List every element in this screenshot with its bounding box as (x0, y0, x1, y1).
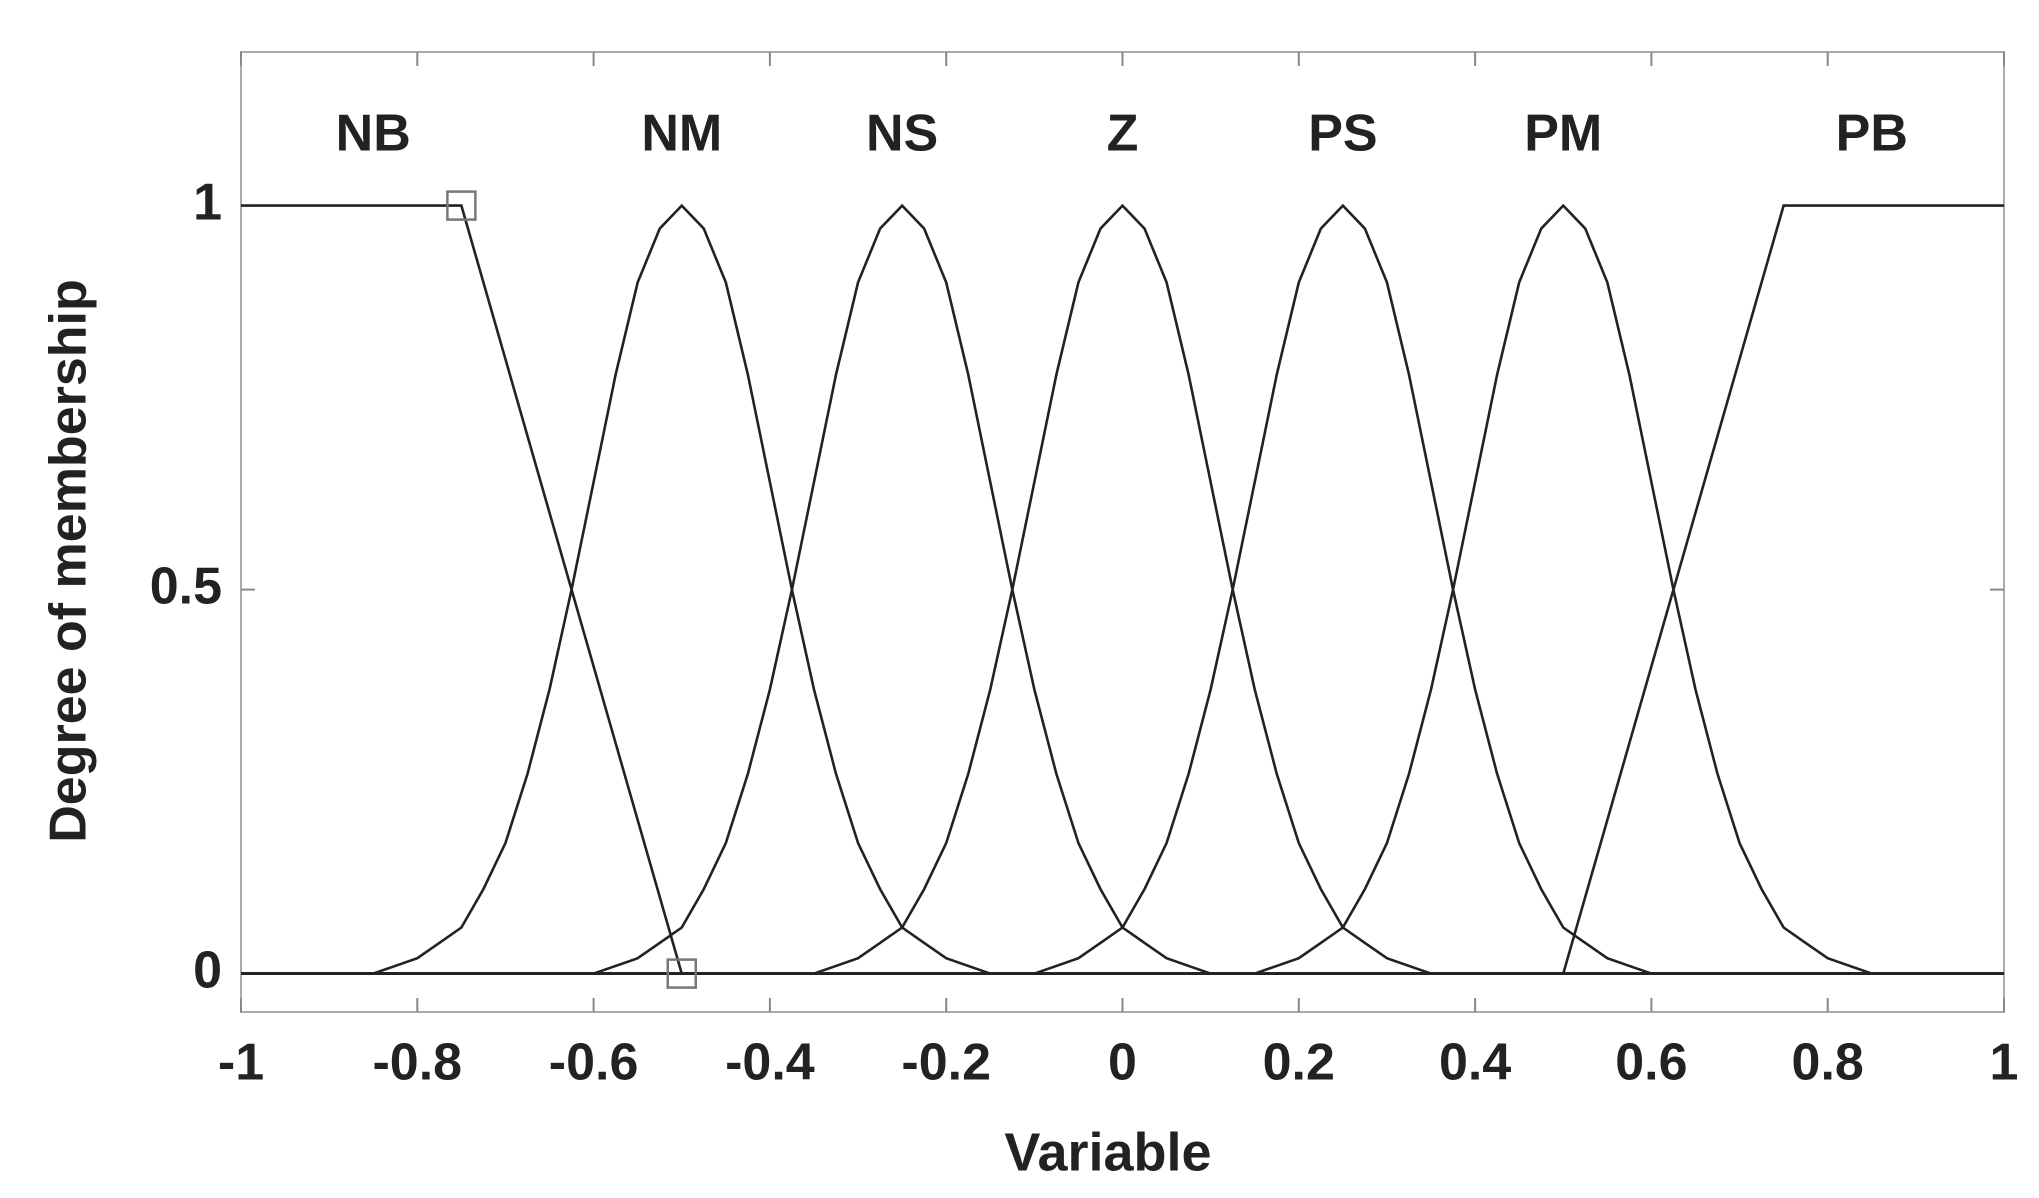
control-point (666, 958, 697, 989)
x-tick-label: 0.8 (1792, 1034, 1864, 1092)
x-tick-label: 0.4 (1439, 1034, 1511, 1092)
x-tick-label: -0.2 (901, 1034, 991, 1092)
membership-curve (241, 203, 2004, 975)
set-label: NB (336, 105, 411, 163)
x-tick-label: 0 (1108, 1034, 1137, 1092)
set-label: PM (1524, 105, 1602, 163)
x-tick-label: -0.6 (549, 1034, 639, 1092)
set-label: NM (641, 105, 722, 163)
y-axis-title: Degree of membership (40, 279, 98, 843)
set-label: PS (1308, 105, 1377, 163)
membership-curve (241, 204, 2004, 975)
membership-curve (241, 203, 2004, 975)
plot-frame (240, 51, 2005, 1013)
membership-curve (241, 203, 2004, 975)
membership-curve (241, 203, 2004, 975)
y-tick-label: 1 (193, 173, 222, 231)
set-label: NS (866, 105, 938, 163)
x-tick-label: -1 (218, 1034, 264, 1092)
x-tick-label: -0.4 (725, 1034, 815, 1092)
membership-curve (241, 204, 2004, 975)
y-tick-label: 0 (193, 941, 222, 999)
set-label: PB (1836, 105, 1908, 163)
x-axis-title: Variable (1004, 1122, 1211, 1182)
x-tick-label: 0.2 (1263, 1034, 1335, 1092)
x-tick-label: 0.6 (1615, 1034, 1687, 1092)
y-tick-label: 0.5 (150, 557, 222, 615)
control-point (446, 190, 477, 221)
membership-curve (241, 203, 2004, 975)
x-tick-label: 1 (1990, 1034, 2019, 1092)
x-tick-label: -0.8 (372, 1034, 462, 1092)
set-label: Z (1107, 105, 1139, 163)
